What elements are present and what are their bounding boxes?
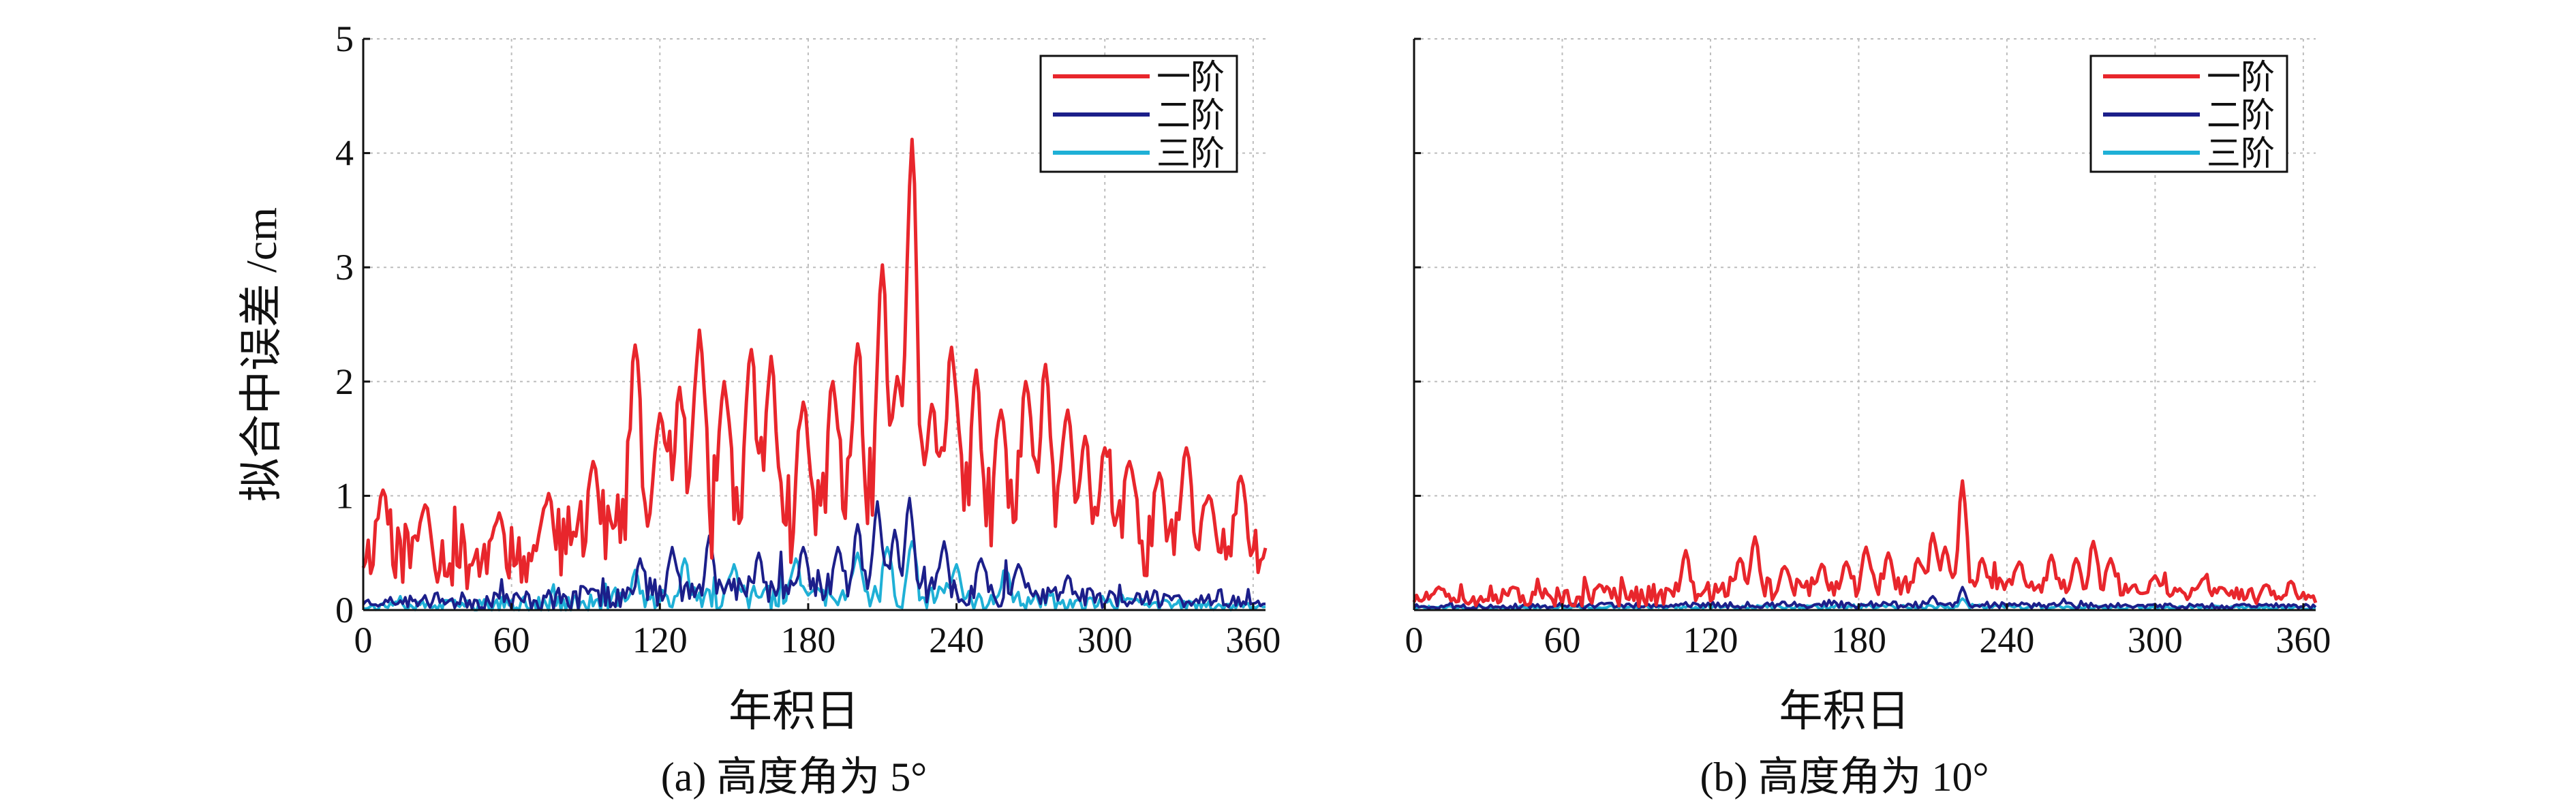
x-tick-label: 240: [1979, 620, 2034, 660]
x-tick-label: 300: [2128, 620, 2183, 660]
y-tick-label: 0: [335, 590, 354, 631]
x-tick-label: 0: [354, 620, 373, 660]
series-line-2: [362, 496, 1266, 611]
x-tick-label: 60: [493, 620, 530, 660]
x-tick-label: 60: [1544, 620, 1580, 660]
x-axis-label: 年积日: [1779, 687, 1910, 735]
x-tick-label: 120: [1683, 620, 1738, 660]
x-tick-label: 180: [780, 620, 835, 660]
x-tick-label: 0: [1405, 620, 1424, 660]
x-tick-label: 240: [929, 620, 984, 660]
y-tick-label: 3: [335, 247, 354, 288]
y-tick-label: 1: [335, 475, 354, 516]
legend-label: 二阶: [1156, 96, 1225, 134]
panel-a: 0 60 120 180 240 300 360 0 1 2 3 4 5 年积日 (a) 高度角为 5° 一阶…: [335, 18, 1281, 800]
x-tick-label: 300: [1077, 620, 1133, 660]
legend-label: 一阶: [1156, 58, 1225, 96]
series-line-3: [363, 540, 1266, 611]
y-tick-label: 4: [335, 133, 354, 174]
legend-label: 三阶: [1156, 134, 1225, 172]
legend-label: 二阶: [2207, 96, 2275, 134]
shared-y-axis-label: 拟合中误差 /cm: [237, 207, 286, 502]
x-tick-label: 360: [2275, 620, 2331, 660]
panel-caption: (b) 高度角为 10°: [1700, 755, 1989, 800]
x-tick-label: 120: [632, 620, 688, 660]
panel-caption: (a) 高度角为 5°: [661, 755, 927, 800]
legend-label: 三阶: [2207, 134, 2275, 172]
series-line-1: [361, 138, 1268, 590]
series-line-1: [1412, 479, 2318, 608]
series-line-2: [1413, 586, 2317, 610]
x-axis-label: 年积日: [729, 687, 859, 735]
y-tick-label: 5: [335, 18, 354, 59]
y-tick-label: 2: [335, 361, 354, 402]
x-tick-label: 360: [1225, 620, 1281, 660]
x-tick-label: 180: [1831, 620, 1886, 660]
legend-label: 一阶: [2207, 58, 2275, 96]
